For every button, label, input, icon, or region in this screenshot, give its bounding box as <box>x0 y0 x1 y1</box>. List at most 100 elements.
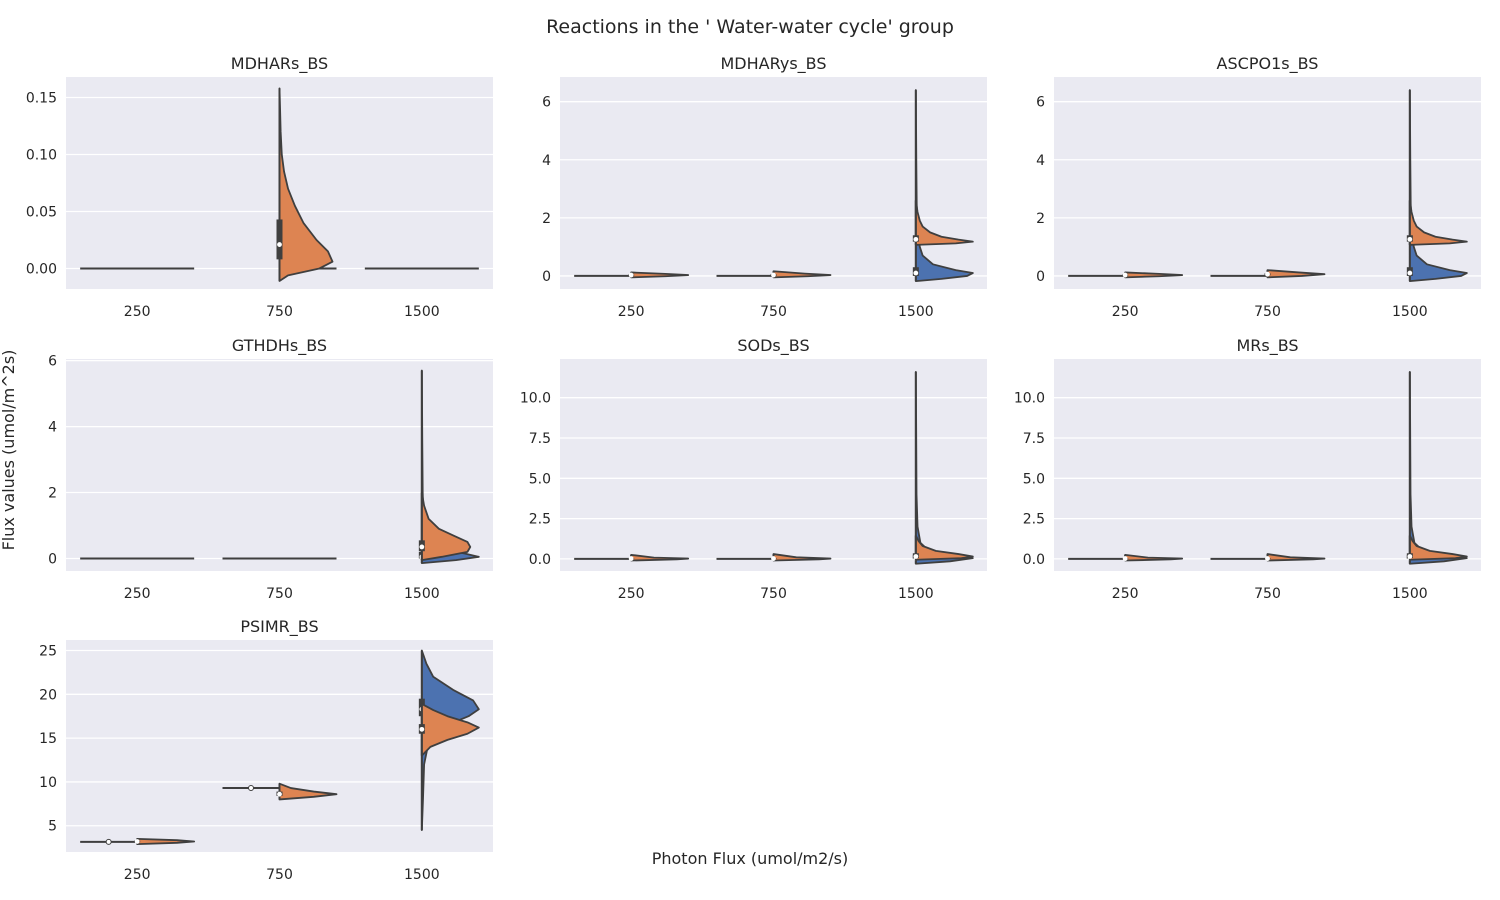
y-tick-label: 2 <box>1036 211 1045 227</box>
violin-median <box>1265 271 1270 277</box>
panel-title: MDHARys_BS <box>721 54 827 74</box>
y-tick-label: 15 <box>39 731 57 747</box>
x-tick-label: 1500 <box>1392 586 1428 602</box>
violin-median <box>771 556 776 561</box>
x-tick-label: 1500 <box>898 586 934 602</box>
x-tick-label: 1500 <box>898 304 934 320</box>
y-tick-label: 2 <box>542 211 551 227</box>
violin-median <box>419 544 425 550</box>
y-tick-label: 20 <box>39 687 57 703</box>
violin-median <box>1122 272 1128 278</box>
violin-median <box>1407 554 1413 559</box>
violin-body <box>420 649 480 831</box>
violin-median <box>628 556 634 561</box>
y-tick-label: 0.0 <box>1023 552 1045 568</box>
x-tick-label: 750 <box>760 304 787 320</box>
violin-median <box>134 839 140 844</box>
violin-body <box>1408 199 1468 246</box>
y-tick-label: 0 <box>1036 269 1045 285</box>
violin-median <box>1407 236 1413 242</box>
y-tick-label: 5.0 <box>529 471 551 487</box>
figure-title: Reactions in the ' Water-water cycle' gr… <box>546 16 954 38</box>
violin-body <box>420 703 480 757</box>
x-tick-label: 1500 <box>404 304 440 320</box>
x-tick-label: 750 <box>266 867 293 883</box>
panel-psimr-bs: 5 10 15 20 25 250 750 1500 PSIMR_BS <box>39 617 493 883</box>
y-axis-label: Flux values (umol/m^2s) <box>0 350 18 551</box>
violin-median <box>248 785 254 792</box>
plot-area <box>1054 359 1481 571</box>
violin-body <box>278 782 338 801</box>
violin-median <box>913 554 919 559</box>
y-tick-label: 6 <box>542 95 551 111</box>
panel-title: MRs_BS <box>1236 336 1298 356</box>
x-tick-label: 250 <box>1112 586 1139 602</box>
violin-body <box>420 491 472 562</box>
y-tick-label: 10.0 <box>1014 391 1045 407</box>
y-tick-label: 2 <box>48 486 57 502</box>
y-tick-label: 7.5 <box>1023 431 1045 447</box>
x-tick-label: 250 <box>618 586 645 602</box>
y-tick-label: 10 <box>39 775 57 791</box>
violin-median <box>1265 556 1270 561</box>
panel-title: ASCPO1s_BS <box>1217 54 1319 74</box>
panel-title: MDHARs_BS <box>231 54 328 74</box>
violin-iqr-box <box>276 219 283 260</box>
y-tick-label: 2.5 <box>1023 512 1045 528</box>
x-tick-label: 250 <box>124 586 151 602</box>
x-tick-label: 1500 <box>1392 304 1428 320</box>
x-tick-label: 250 <box>124 867 151 883</box>
violin-median <box>1407 270 1413 276</box>
y-tick-label: 0.10 <box>26 148 57 164</box>
panel-title: PSIMR_BS <box>240 617 318 637</box>
violin-body <box>914 199 974 246</box>
y-tick-label: 4 <box>542 153 551 169</box>
y-tick-label: 10.0 <box>520 391 551 407</box>
panel-sods-bs: 0.0 2.5 5.0 7.5 10.0 250 750 1500 SODs_BS <box>520 336 987 602</box>
x-axis-label: Photon Flux (umol/m2/s) <box>652 849 849 868</box>
panel-gthdhs-bs: 0 2 4 6 250 750 1500 GTHDHs_BS <box>48 336 493 602</box>
y-tick-label: 5 <box>48 819 57 835</box>
y-tick-label: 25 <box>39 644 57 660</box>
x-tick-label: 1500 <box>404 867 440 883</box>
violin-median <box>419 726 425 732</box>
x-tick-label: 250 <box>618 304 645 320</box>
x-tick-label: 1500 <box>404 586 440 602</box>
violin-median <box>913 236 919 242</box>
violin-median <box>277 791 282 797</box>
y-tick-label: 7.5 <box>529 431 551 447</box>
y-tick-label: 6 <box>48 354 57 370</box>
violin-median <box>913 270 919 276</box>
y-tick-label: 0 <box>542 269 551 285</box>
panel-ascpo1s-bs: 0 2 4 6 250 750 1500 ASCPO1s_BS <box>1036 54 1481 320</box>
violin-median <box>771 272 776 278</box>
panel-mdhars-bs: 0.00 0.05 0.10 0.15 250 750 1500 MDHARs_BS <box>26 54 493 320</box>
violin-median <box>1122 556 1128 561</box>
x-tick-label: 750 <box>266 586 293 602</box>
violin-median <box>628 272 634 278</box>
y-tick-label: 0 <box>48 551 57 567</box>
violin-median <box>277 242 282 247</box>
y-tick-label: 4 <box>1036 153 1045 169</box>
x-tick-label: 250 <box>1112 304 1139 320</box>
x-tick-label: 750 <box>1254 304 1281 320</box>
y-tick-label: 4 <box>48 420 57 436</box>
y-tick-label: 0.00 <box>26 261 57 277</box>
y-tick-label: 0.05 <box>26 204 57 220</box>
plot-area <box>560 359 987 571</box>
y-tick-label: 5.0 <box>1023 471 1045 487</box>
x-tick-label: 750 <box>1254 586 1281 602</box>
x-tick-label: 750 <box>266 304 293 320</box>
panel-title: GTHDHs_BS <box>232 336 327 356</box>
panel-title: SODs_BS <box>737 336 809 356</box>
y-tick-label: 2.5 <box>529 512 551 528</box>
y-tick-label: 6 <box>1036 95 1045 111</box>
y-tick-label: 0.15 <box>26 91 57 107</box>
y-tick-label: 0.0 <box>529 552 551 568</box>
violin-median <box>105 838 112 845</box>
panel-mdharys-bs: 0 2 4 6 250 750 1500 MDHARys_BS <box>542 54 987 320</box>
x-tick-label: 250 <box>124 304 151 320</box>
x-tick-label: 750 <box>760 586 787 602</box>
